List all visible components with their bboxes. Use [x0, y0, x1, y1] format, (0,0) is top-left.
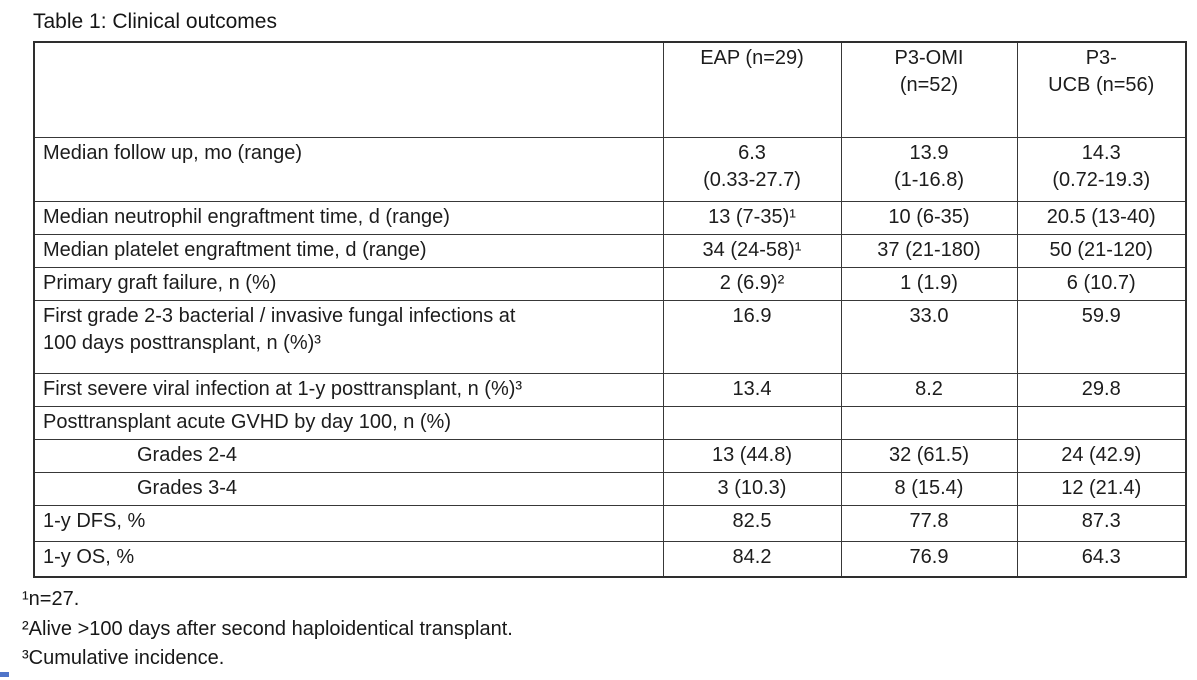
table-row: 1-y DFS, % 82.5 77.8 87.3: [33, 504, 1187, 542]
table-row: Primary graft failure, n (%) 2 (6.9)² 1 …: [33, 266, 1187, 301]
cell-value: 50 (21-120): [1016, 233, 1187, 268]
table-row: Posttransplant acute GVHD by day 100, n …: [33, 405, 1187, 440]
cell-value: 87.3: [1016, 504, 1187, 542]
footnote-1: ¹n=27.: [22, 588, 80, 610]
cell-value: 64.3: [1016, 540, 1187, 578]
table-row: First severe viral infection at 1-y post…: [33, 372, 1187, 407]
cell-value: [1016, 405, 1187, 440]
cell-value: 6 (10.7): [1016, 266, 1187, 301]
footnote-2: ²Alive >100 days after second haploident…: [22, 617, 513, 640]
cell-value: 84.2: [662, 540, 842, 578]
cell-value: [662, 405, 842, 440]
row-label: Grades 2-4: [33, 438, 664, 473]
table-title: Table 1: Clinical outcomes: [33, 10, 277, 33]
clinical-outcomes-table: EAP (n=29) P3-OMI (n=52) P3- UCB (n=56) …: [33, 41, 1187, 578]
cell-value: 1 (1.9): [840, 266, 1018, 301]
cell-value: 16.9: [662, 299, 842, 374]
column-header-p3-omi: P3-OMI (n=52): [840, 41, 1018, 138]
table-row: First grade 2-3 bacterial / invasive fun…: [33, 299, 1187, 374]
column-header-eap: EAP (n=29): [662, 41, 842, 138]
cell-value: 13.9 (1-16.8): [840, 136, 1018, 202]
cell-value: 8.2: [840, 372, 1018, 407]
cell-value: 32 (61.5): [840, 438, 1018, 473]
footnotes-block: ¹n=27. ²Alive >100 days after second hap…: [22, 585, 1197, 674]
cell-value: 8 (15.4): [840, 471, 1018, 506]
cell-value: 6.3 (0.33-27.7): [662, 136, 842, 202]
cell-value: 77.8: [840, 504, 1018, 542]
cell-value: 3 (10.3): [662, 471, 842, 506]
cell-value: 12 (21.4): [1016, 471, 1187, 506]
cell-value: 29.8: [1016, 372, 1187, 407]
table-header-row: EAP (n=29) P3-OMI (n=52) P3- UCB (n=56): [33, 41, 1187, 138]
cell-value: [840, 405, 1018, 440]
table-row: Median neutrophil engraftment time, d (r…: [33, 200, 1187, 235]
row-label: Posttransplant acute GVHD by day 100, n …: [33, 405, 664, 440]
cell-value: 76.9: [840, 540, 1018, 578]
row-label: First grade 2-3 bacterial / invasive fun…: [33, 299, 664, 374]
cell-value: 24 (42.9): [1016, 438, 1187, 473]
cell-value: 13 (7-35)¹: [662, 200, 842, 235]
row-label: Primary graft failure, n (%): [33, 266, 664, 301]
cell-value: 20.5 (13-40): [1016, 200, 1187, 235]
row-label: Grades 3-4: [33, 471, 664, 506]
table-row: Grades 2-4 13 (44.8) 32 (61.5) 24 (42.9): [33, 438, 1187, 473]
row-label: 1-y OS, %: [33, 540, 664, 578]
row-label: First severe viral infection at 1-y post…: [33, 372, 664, 407]
stray-cursor-mark: [0, 672, 9, 677]
cell-value: 37 (21-180): [840, 233, 1018, 268]
column-header-empty: [33, 41, 664, 138]
table-row: 1-y OS, % 84.2 76.9 64.3: [33, 540, 1187, 578]
cell-value: 10 (6-35): [840, 200, 1018, 235]
cell-value: 14.3 (0.72-19.3): [1016, 136, 1187, 202]
table-row: Grades 3-4 3 (10.3) 8 (15.4) 12 (21.4): [33, 471, 1187, 506]
table-row: Median follow up, mo (range) 6.3 (0.33-2…: [33, 136, 1187, 202]
footnote-3: ³Cumulative incidence.: [22, 647, 225, 669]
cell-value: 34 (24-58)¹: [662, 233, 842, 268]
cell-value: 13 (44.8): [662, 438, 842, 473]
column-header-p3-ucb: P3- UCB (n=56): [1016, 41, 1187, 138]
cell-value: 2 (6.9)²: [662, 266, 842, 301]
cell-value: 33.0: [840, 299, 1018, 374]
row-label: Median neutrophil engraftment time, d (r…: [33, 200, 664, 235]
row-label: 1-y DFS, %: [33, 504, 664, 542]
row-label: Median platelet engraftment time, d (ran…: [33, 233, 664, 268]
cell-value: 59.9: [1016, 299, 1187, 374]
row-label: Median follow up, mo (range): [33, 136, 664, 202]
table-row: Median platelet engraftment time, d (ran…: [33, 233, 1187, 268]
cell-value: 13.4: [662, 372, 842, 407]
cell-value: 82.5: [662, 504, 842, 542]
